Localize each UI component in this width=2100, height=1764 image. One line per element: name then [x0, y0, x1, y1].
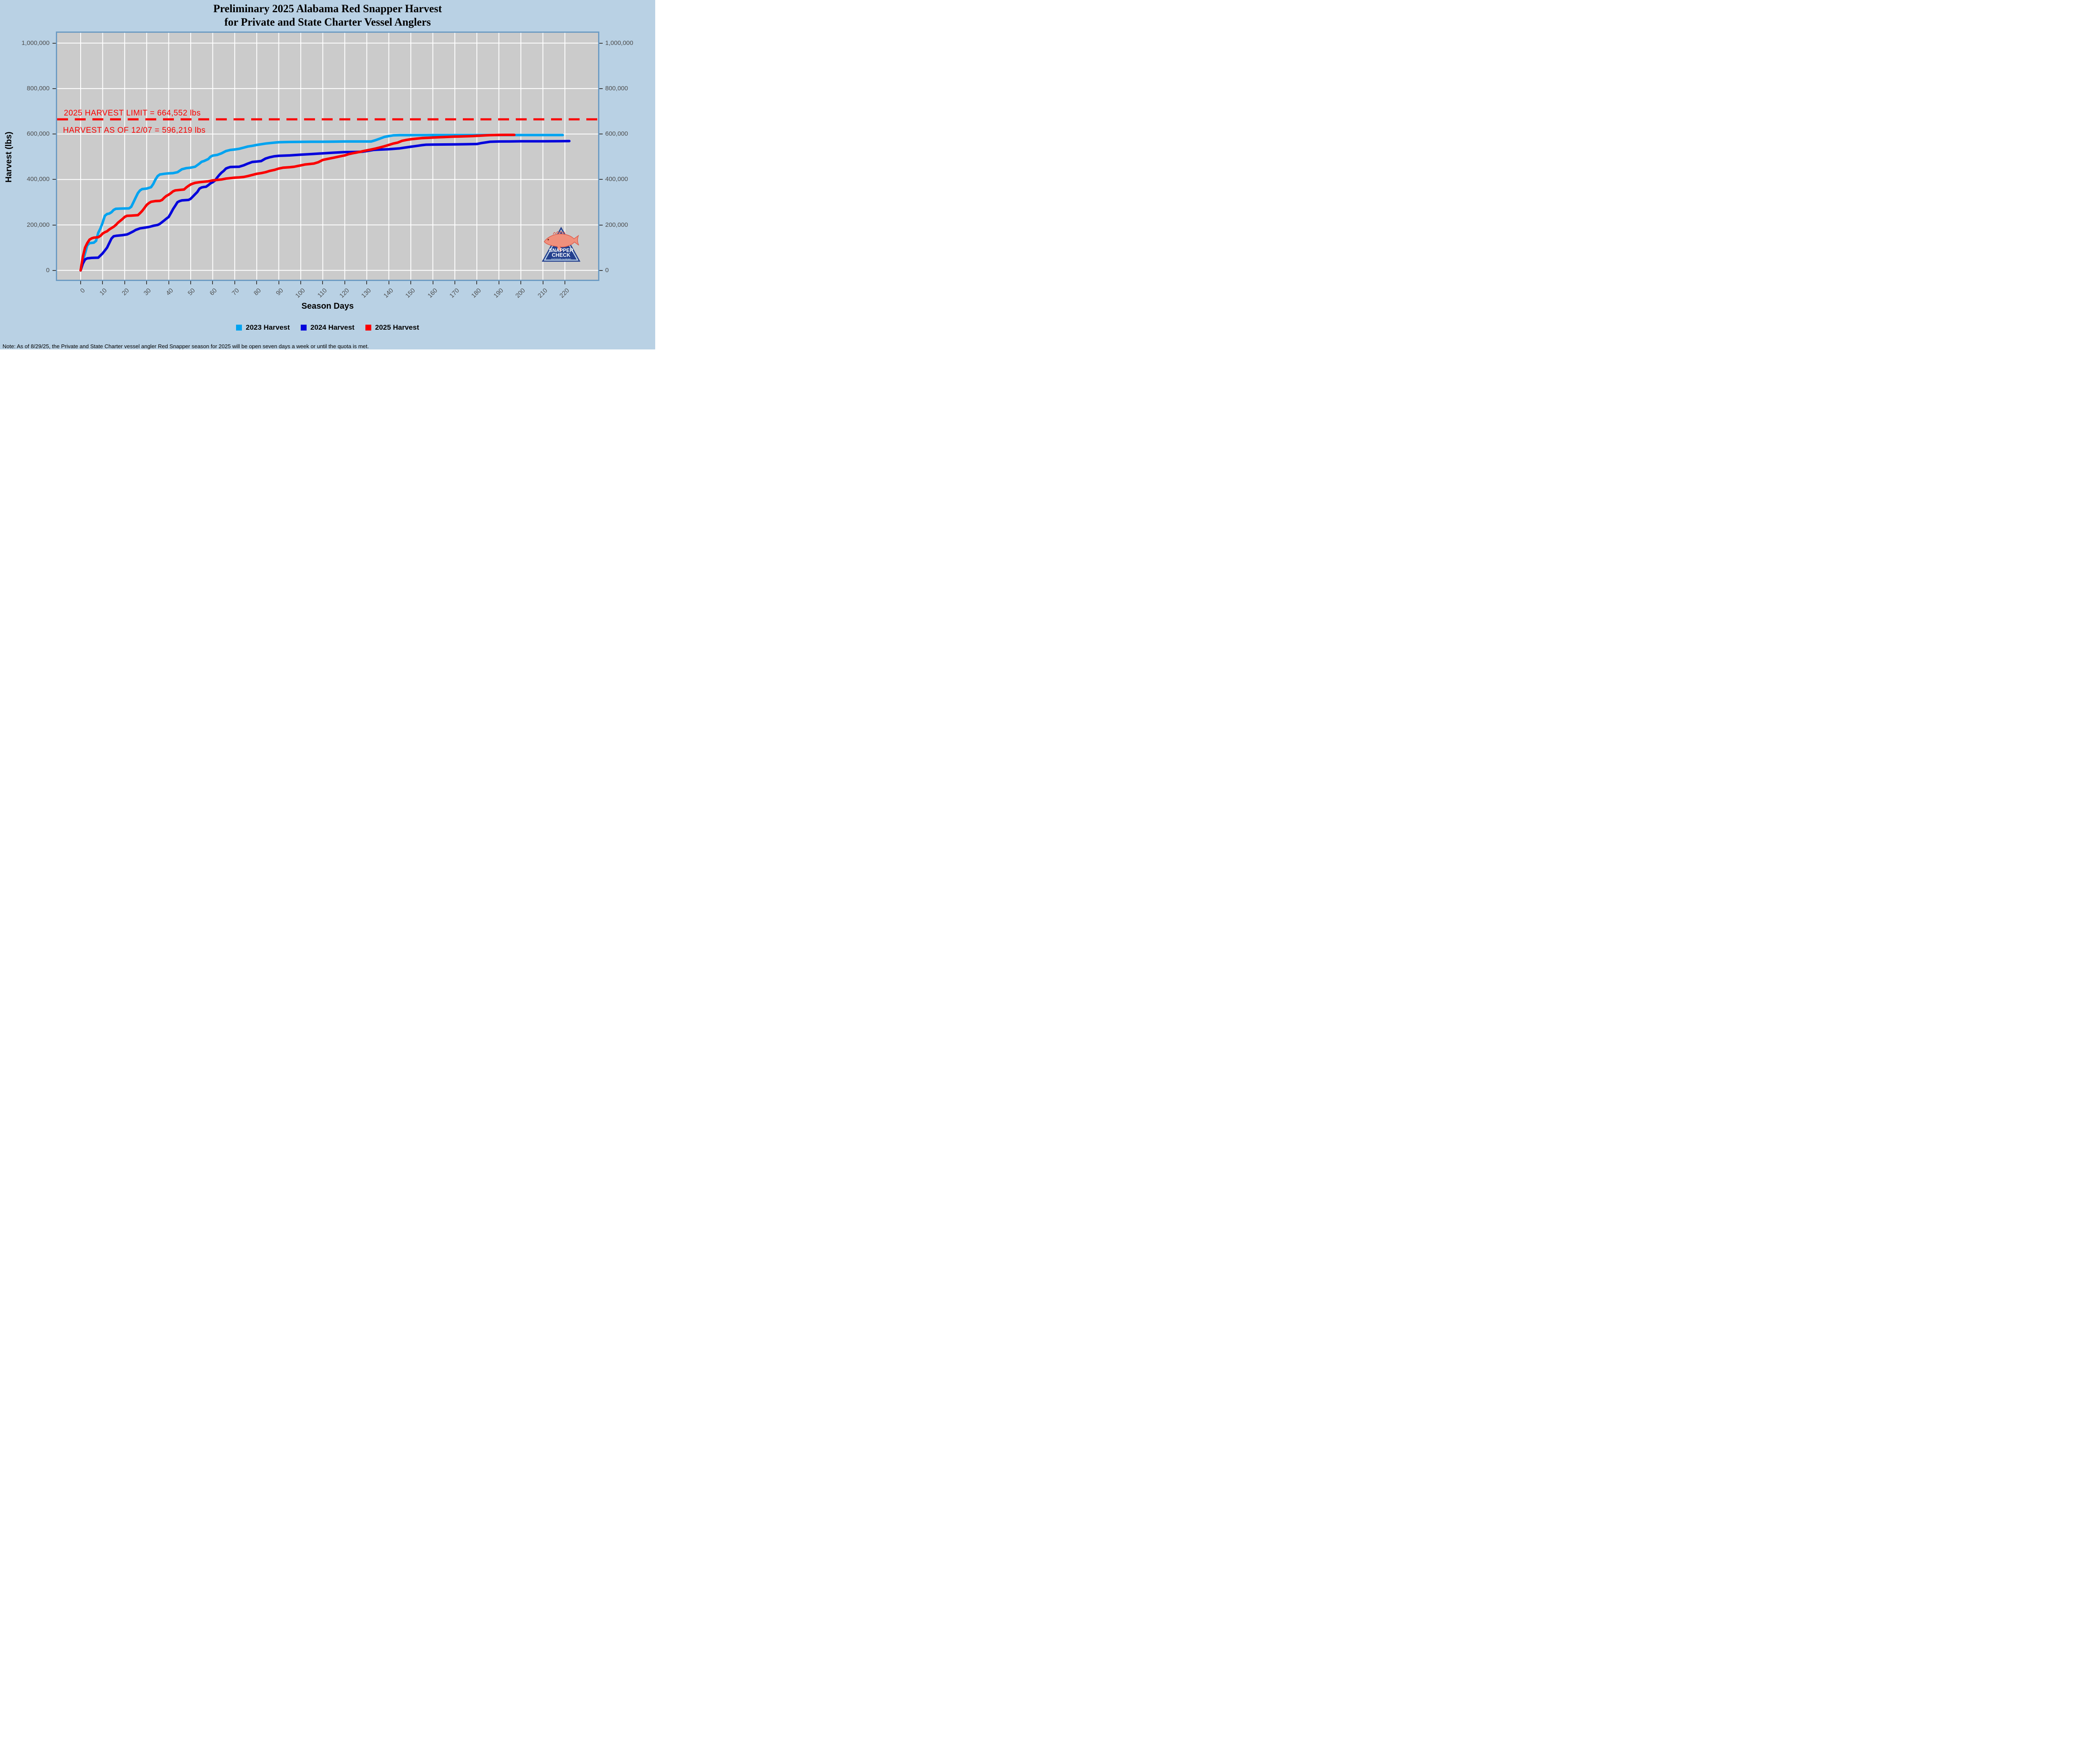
logo-text-check: CHECK [552, 252, 570, 258]
plot-area: 2025 HARVEST LIMIT = 664,552 lbs HARVEST… [56, 32, 599, 281]
legend-swatch-icon [301, 325, 307, 331]
x-tick-label: 220 [558, 287, 571, 299]
series-line-2024-harvest [79, 139, 571, 272]
x-tick-label: 30 [142, 287, 153, 297]
y-tick-mark-right [599, 179, 603, 180]
y-tick-label-left: 400,000 [26, 176, 50, 183]
x-tick-mark [102, 281, 103, 284]
harvest-limit-annotation: 2025 HARVEST LIMIT = 664,552 lbs [64, 109, 201, 118]
y-tick-mark-left [52, 270, 56, 271]
legend-label: 2025 Harvest [375, 323, 419, 331]
x-tick-label: 200 [514, 287, 527, 299]
x-tick-label: 120 [338, 287, 351, 299]
chart-figure: Preliminary 2025 Alabama Red Snapper Har… [0, 0, 655, 353]
x-tick-mark [234, 281, 235, 284]
legend-label: 2023 Harvest [246, 323, 290, 331]
y-axis-title: Harvest (lbs) [4, 131, 13, 183]
x-tick-label: 40 [164, 287, 175, 297]
legend: 2023 Harvest 2024 Harvest 2025 Harvest [0, 323, 655, 332]
y-tick-label-right: 200,000 [605, 221, 628, 228]
y-tick-label-right: 600,000 [605, 130, 628, 138]
x-tick-mark [388, 281, 389, 284]
chart-title: Preliminary 2025 Alabama Red Snapper Har… [0, 2, 655, 29]
x-tick-label: 210 [536, 287, 549, 299]
y-tick-label-left: 1,000,000 [21, 39, 50, 47]
legend-item-2025-harvest: 2025 Harvest [365, 323, 419, 332]
y-tick-mark-right [599, 270, 603, 271]
x-tick-mark [476, 281, 478, 284]
y-tick-mark-left [52, 179, 56, 180]
x-tick-mark [278, 281, 279, 284]
legend-swatch-icon [365, 325, 371, 331]
x-tick-mark [366, 281, 368, 284]
y-tick-label-right: 1,000,000 [605, 39, 633, 47]
series-line-2025-harvest [79, 134, 516, 272]
x-tick-label: 170 [448, 287, 461, 299]
snapper-check-logo: SNAPPER CHECK OUTDOOR ALABAMA [542, 226, 580, 262]
x-tick-label: 110 [316, 287, 329, 299]
plot-canvas [57, 33, 598, 280]
chart-title-line2: for Private and State Charter Vessel Ang… [224, 16, 431, 28]
y-tick-mark-left [52, 224, 56, 226]
x-tick-mark [146, 281, 147, 284]
x-axis-title: Season Days [301, 302, 354, 311]
x-tick-label: 10 [98, 287, 109, 297]
x-tick-mark [124, 281, 125, 284]
y-tick-mark-left [52, 42, 56, 44]
x-tick-mark [410, 281, 412, 284]
x-tick-mark [212, 281, 213, 284]
x-tick-mark [190, 281, 192, 284]
x-tick-mark [168, 281, 169, 284]
legend-label: 2024 Harvest [310, 323, 354, 331]
bottom-white-strip [0, 349, 655, 353]
y-tick-mark-right [599, 42, 603, 44]
y-tick-label-right: 400,000 [605, 176, 628, 183]
footnote: Note: As of 8/29/25, the Private and Sta… [3, 343, 369, 349]
x-tick-mark [300, 281, 302, 284]
x-tick-label: 80 [252, 287, 263, 297]
x-tick-mark [520, 281, 522, 284]
logo-text-snapper: SNAPPER [549, 247, 573, 253]
y-tick-mark-right [599, 224, 603, 226]
legend-swatch-icon [236, 325, 242, 331]
y-tick-label-left: 200,000 [26, 221, 50, 228]
x-tick-mark [80, 281, 81, 284]
x-tick-label: 150 [404, 287, 417, 299]
y-tick-mark-left [52, 88, 56, 89]
y-tick-mark-right [599, 88, 603, 89]
x-tick-label: 130 [360, 287, 373, 299]
harvest-asof-annotation: HARVEST AS OF 12/07 = 596,219 lbs [63, 126, 206, 135]
red-snapper-fish-icon [543, 231, 579, 252]
legend-item-2024-harvest: 2024 Harvest [301, 323, 354, 332]
x-tick-label: 50 [186, 287, 197, 297]
x-tick-label: 160 [426, 287, 439, 299]
x-tick-mark [322, 281, 323, 284]
y-tick-label-left: 600,000 [26, 130, 50, 138]
x-tick-label: 90 [274, 287, 285, 297]
y-tick-label-left: 0 [46, 266, 50, 274]
x-tick-label: 0 [79, 287, 87, 295]
x-tick-label: 100 [294, 287, 307, 299]
chart-title-line1: Preliminary 2025 Alabama Red Snapper Har… [213, 3, 442, 15]
y-tick-label-right: 0 [605, 266, 609, 274]
x-tick-mark [454, 281, 455, 284]
series-line-2023-harvest [79, 134, 564, 272]
x-tick-mark [256, 281, 257, 284]
x-tick-label: 20 [120, 287, 131, 297]
x-tick-label: 180 [470, 287, 483, 299]
y-tick-label-right: 800,000 [605, 84, 628, 92]
x-tick-label: 140 [382, 287, 395, 299]
legend-item-2023-harvest: 2023 Harvest [236, 323, 290, 332]
x-tick-label: 190 [492, 287, 505, 299]
x-tick-label: 70 [230, 287, 241, 297]
x-tick-mark [344, 281, 345, 284]
y-tick-label-left: 800,000 [26, 84, 50, 92]
x-tick-mark [564, 281, 565, 284]
x-tick-label: 60 [208, 287, 219, 297]
logo-text-outdoor-alabama: OUTDOOR ALABAMA [551, 258, 572, 260]
